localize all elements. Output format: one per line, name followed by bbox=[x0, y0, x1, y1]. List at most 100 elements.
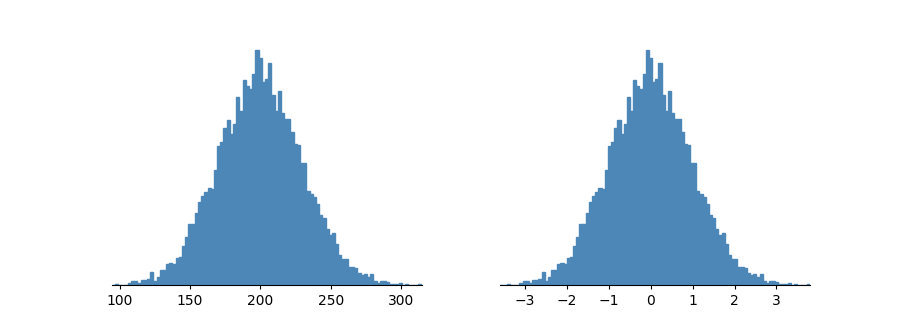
Bar bbox=[737, 267, 741, 285]
Bar bbox=[159, 270, 163, 285]
Bar bbox=[316, 204, 320, 285]
Bar bbox=[680, 132, 684, 285]
Bar bbox=[557, 264, 561, 285]
Bar bbox=[573, 246, 576, 285]
Bar bbox=[665, 110, 668, 285]
Bar bbox=[364, 274, 367, 285]
Bar bbox=[659, 63, 662, 285]
Bar bbox=[287, 119, 291, 285]
Bar bbox=[284, 119, 287, 285]
Bar bbox=[592, 196, 595, 285]
Bar bbox=[544, 281, 548, 285]
Bar bbox=[392, 284, 396, 285]
Bar bbox=[376, 283, 380, 285]
Bar bbox=[563, 264, 567, 285]
Bar bbox=[741, 267, 743, 285]
Bar bbox=[320, 215, 322, 285]
Bar bbox=[649, 58, 652, 285]
Bar bbox=[662, 95, 665, 285]
Bar bbox=[271, 95, 274, 285]
Bar bbox=[611, 142, 614, 285]
Bar bbox=[766, 283, 769, 285]
Bar bbox=[182, 246, 185, 285]
Bar bbox=[185, 237, 188, 285]
Bar bbox=[176, 258, 179, 285]
Bar bbox=[706, 204, 709, 285]
Bar bbox=[538, 279, 542, 285]
Bar bbox=[338, 255, 341, 285]
Bar bbox=[554, 270, 557, 285]
Bar bbox=[220, 142, 223, 285]
Bar bbox=[306, 191, 310, 285]
Bar bbox=[781, 284, 785, 285]
Bar bbox=[103, 284, 105, 285]
Bar bbox=[709, 215, 712, 285]
Bar bbox=[268, 63, 271, 285]
Bar bbox=[243, 80, 246, 285]
Bar bbox=[718, 235, 722, 285]
Bar bbox=[332, 233, 335, 285]
Bar bbox=[237, 98, 239, 285]
Bar bbox=[166, 264, 169, 285]
Bar bbox=[144, 280, 147, 285]
Bar bbox=[785, 284, 788, 285]
Bar bbox=[582, 224, 586, 285]
Bar bbox=[262, 82, 265, 285]
Bar bbox=[202, 196, 204, 285]
Bar bbox=[788, 284, 791, 285]
Bar bbox=[233, 124, 237, 285]
Bar bbox=[775, 282, 778, 285]
Bar bbox=[532, 280, 536, 285]
Bar bbox=[192, 224, 194, 285]
Bar bbox=[601, 189, 605, 285]
Bar bbox=[640, 89, 643, 285]
Bar bbox=[617, 120, 620, 285]
Bar bbox=[671, 113, 674, 285]
Bar bbox=[620, 134, 624, 285]
Bar bbox=[351, 267, 355, 285]
Bar bbox=[256, 50, 258, 285]
Bar bbox=[747, 273, 750, 285]
Bar bbox=[753, 274, 756, 285]
Bar bbox=[230, 134, 233, 285]
Bar bbox=[655, 79, 659, 285]
Bar bbox=[357, 273, 361, 285]
Bar bbox=[703, 197, 706, 285]
Bar bbox=[643, 74, 646, 285]
Bar bbox=[690, 163, 693, 285]
Bar bbox=[341, 259, 345, 285]
Bar bbox=[699, 194, 703, 285]
Bar bbox=[345, 259, 347, 285]
Bar bbox=[265, 79, 268, 285]
Bar bbox=[693, 163, 697, 285]
Bar bbox=[646, 50, 649, 285]
Bar bbox=[194, 213, 198, 285]
Bar bbox=[551, 270, 554, 285]
Bar bbox=[678, 119, 680, 285]
Bar bbox=[313, 197, 316, 285]
Bar bbox=[278, 91, 281, 285]
Bar bbox=[355, 268, 357, 285]
Bar bbox=[291, 132, 293, 285]
Bar bbox=[153, 281, 157, 285]
Bar bbox=[624, 124, 626, 285]
Bar bbox=[382, 281, 386, 285]
Bar bbox=[580, 224, 582, 285]
Bar bbox=[743, 268, 747, 285]
Bar bbox=[217, 146, 220, 285]
Bar bbox=[274, 110, 278, 285]
Bar bbox=[778, 284, 781, 285]
Bar bbox=[724, 244, 728, 285]
Bar bbox=[405, 284, 409, 285]
Bar bbox=[687, 145, 690, 285]
Bar bbox=[605, 170, 608, 285]
Bar bbox=[712, 218, 716, 285]
Bar bbox=[529, 283, 532, 285]
Bar bbox=[716, 228, 718, 285]
Bar bbox=[697, 191, 699, 285]
Bar bbox=[684, 144, 687, 285]
Bar bbox=[173, 264, 176, 285]
Bar bbox=[227, 120, 230, 285]
Bar bbox=[131, 281, 134, 285]
Bar bbox=[548, 276, 551, 285]
